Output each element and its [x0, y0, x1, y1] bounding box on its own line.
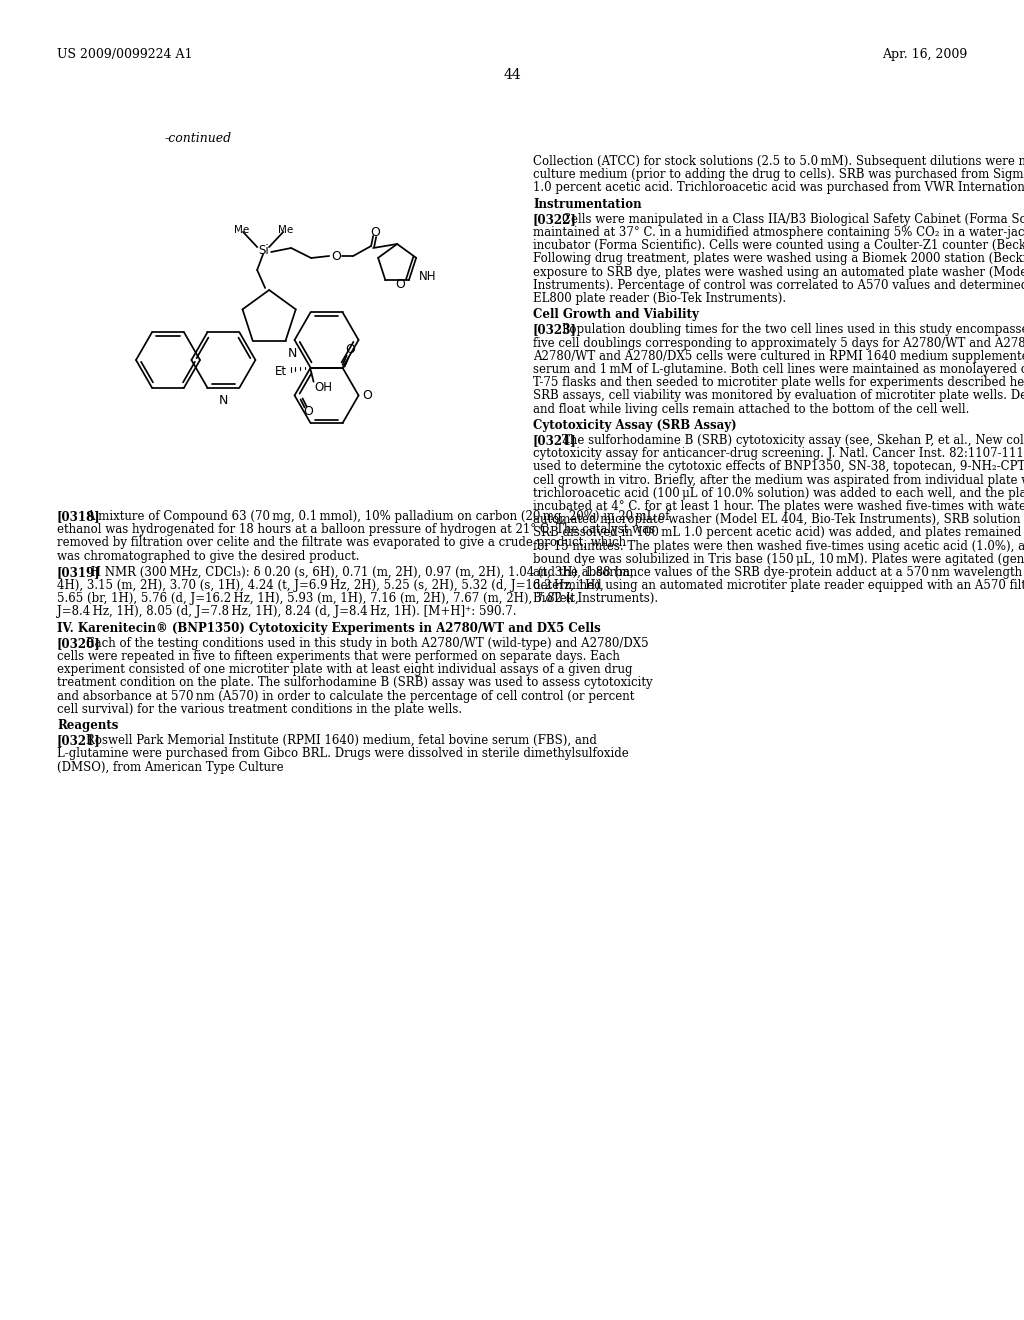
- Text: and the absorbance values of the SRB dye-protein adduct at a 570 nm wavelength (: and the absorbance values of the SRB dye…: [534, 566, 1024, 579]
- Text: Apr. 16, 2009: Apr. 16, 2009: [882, 48, 967, 61]
- Text: O: O: [362, 389, 373, 401]
- Text: A mixture of Compound 63 (70 mg, 0.1 mmol), 10% palladium on carbon (20 mg, 20%): A mixture of Compound 63 (70 mg, 0.1 mmo…: [86, 510, 670, 523]
- Text: L-glutamine were purchased from Gibco BRL. Drugs were dissolved in sterile dimet: L-glutamine were purchased from Gibco BR…: [57, 747, 629, 760]
- Text: incubator (Forma Scientific). Cells were counted using a Coulter-Z1 counter (Bec: incubator (Forma Scientific). Cells were…: [534, 239, 1024, 252]
- Text: The sulforhodamine B (SRB) cytotoxicity assay (see, Skehan P, et al., New colori: The sulforhodamine B (SRB) cytotoxicity …: [562, 434, 1024, 447]
- Text: OH: OH: [314, 381, 333, 395]
- Text: Collection (ATCC) for stock solutions (2.5 to 5.0 mM). Subsequent dilutions were: Collection (ATCC) for stock solutions (2…: [534, 154, 1024, 168]
- Text: NH: NH: [419, 269, 436, 282]
- Text: [0324]: [0324]: [534, 434, 577, 447]
- Text: Population doubling times for the two cell lines used in this study encompassed : Population doubling times for the two ce…: [562, 323, 1024, 337]
- Text: Following drug treatment, plates were washed using a Biomek 2000 station (Beckma: Following drug treatment, plates were wa…: [534, 252, 1024, 265]
- Text: five cell doublings corresponding to approximately 5 days for A2780/WT and A2780: five cell doublings corresponding to app…: [534, 337, 1024, 350]
- Text: 44: 44: [503, 69, 521, 82]
- Text: N: N: [219, 395, 228, 408]
- Text: 5.65 (br, 1H), 5.76 (d, J=16.2 Hz, 1H), 5.93 (m, 1H), 7.16 (m, 2H), 7.67 (m, 2H): 5.65 (br, 1H), 5.76 (d, J=16.2 Hz, 1H), …: [57, 593, 579, 605]
- Text: -continued: -continued: [165, 132, 232, 145]
- Text: cells were repeated in five to fifteen experiments that were performed on separa: cells were repeated in five to fifteen e…: [57, 649, 620, 663]
- Text: [0322]: [0322]: [534, 213, 577, 226]
- Text: Si: Si: [258, 243, 268, 256]
- Text: and float while living cells remain attached to the bottom of the cell well.: and float while living cells remain atta…: [534, 403, 970, 416]
- Text: cell growth in vitro. Briefly, after the medium was aspirated from individual pl: cell growth in vitro. Briefly, after the…: [534, 474, 1024, 487]
- Text: BioTek Instruments).: BioTek Instruments).: [534, 593, 658, 606]
- Text: [0323]: [0323]: [534, 323, 577, 337]
- Text: IV. Karenitecin® (BNP1350) Cytotoxicity Experiments in A2780/WT and DX5 Cells: IV. Karenitecin® (BNP1350) Cytotoxicity …: [57, 622, 601, 635]
- Text: exposure to SRB dye, plates were washed using an automated plate washer (Model E: exposure to SRB dye, plates were washed …: [534, 265, 1024, 279]
- Text: ¹H NMR (300 MHz, CDCl₃): δ 0.20 (s, 6H), 0.71 (m, 2H), 0.97 (m, 2H), 1.04 (t, 3H: ¹H NMR (300 MHz, CDCl₃): δ 0.20 (s, 6H),…: [86, 566, 634, 578]
- Text: O: O: [331, 249, 341, 263]
- Text: used to determine the cytotoxic effects of BNP1350, SN-38, topotecan, 9-NH₂-CPT,: used to determine the cytotoxic effects …: [534, 461, 1024, 474]
- Text: cell survival) for the various treatment conditions in the plate wells.: cell survival) for the various treatment…: [57, 702, 462, 715]
- Text: incubated at 4° C. for at least 1 hour. The plates were washed five-times with w: incubated at 4° C. for at least 1 hour. …: [534, 500, 1024, 513]
- Text: Me: Me: [278, 224, 293, 235]
- Text: N: N: [288, 347, 297, 360]
- Text: ethanol was hydrogenated for 18 hours at a balloon pressure of hydrogen at 21° C: ethanol was hydrogenated for 18 hours at…: [57, 523, 655, 536]
- Text: Reagents: Reagents: [57, 719, 119, 733]
- Text: treatment condition on the plate. The sulforhodamine B (SRB) assay was used to a: treatment condition on the plate. The su…: [57, 676, 652, 689]
- Text: Each of the testing conditions used in this study in both A2780/WT (wild-type) a: Each of the testing conditions used in t…: [86, 636, 649, 649]
- Text: 4H), 3.15 (m, 2H), 3.70 (s, 1H), 4.24 (t, J=6.9 Hz, 2H), 5.25 (s, 2H), 5.32 (d, : 4H), 3.15 (m, 2H), 3.70 (s, 1H), 4.24 (t…: [57, 579, 604, 591]
- Text: O: O: [304, 405, 313, 418]
- Text: Cell Growth and Viability: Cell Growth and Viability: [534, 308, 698, 321]
- Text: was chromatographed to give the desired product.: was chromatographed to give the desired …: [57, 549, 359, 562]
- Text: J=8.4 Hz, 1H), 8.05 (d, J=7.8 Hz, 1H), 8.24 (d, J=8.4 Hz, 1H). [M+H]⁺: 590.7.: J=8.4 Hz, 1H), 8.05 (d, J=7.8 Hz, 1H), 8…: [57, 606, 516, 618]
- Text: Roswell Park Memorial Institute (RPMI 1640) medium, fetal bovine serum (FBS), an: Roswell Park Memorial Institute (RPMI 16…: [86, 734, 597, 747]
- Text: trichloroacetic acid (100 μL of 10.0% solution) was added to each well, and the : trichloroacetic acid (100 μL of 10.0% so…: [534, 487, 1024, 500]
- Text: automated microplate washer (Model EL 404, Bio-Tek Instruments), SRB solution (1: automated microplate washer (Model EL 40…: [534, 513, 1024, 527]
- Text: US 2009/0099224 A1: US 2009/0099224 A1: [57, 48, 193, 61]
- Text: O: O: [371, 226, 380, 239]
- Text: [0321]: [0321]: [57, 734, 100, 747]
- Text: and absorbance at 570 nm (A570) in order to calculate the percentage of cell con: and absorbance at 570 nm (A570) in order…: [57, 689, 635, 702]
- Text: SRB dissolved in 100 mL 1.0 percent acetic acid) was added, and plates remained : SRB dissolved in 100 mL 1.0 percent acet…: [534, 527, 1024, 540]
- Text: O: O: [395, 277, 406, 290]
- Text: for 15 minutes. The plates were then washed five-times using acetic acid (1.0%),: for 15 minutes. The plates were then was…: [534, 540, 1024, 553]
- Text: experiment consisted of one microtiter plate with at least eight individual assa: experiment consisted of one microtiter p…: [57, 663, 633, 676]
- Text: cytotoxicity assay for anticancer-drug screening. J. Natl. Cancer Inst. 82:1107-: cytotoxicity assay for anticancer-drug s…: [534, 447, 1024, 461]
- Text: removed by filtration over celite and the filtrate was evaporated to give a crud: removed by filtration over celite and th…: [57, 536, 626, 549]
- Text: (DMSO), from American Type Culture: (DMSO), from American Type Culture: [57, 760, 284, 774]
- Text: Instrumentation: Instrumentation: [534, 198, 642, 211]
- Text: determined using an automated microtiter plate reader equipped with an A570 filt: determined using an automated microtiter…: [534, 579, 1024, 593]
- Text: bound dye was solubilized in Tris base (150 μL, 10 mM). Plates were agitated (ge: bound dye was solubilized in Tris base (…: [534, 553, 1024, 566]
- Text: serum and 1 mM of L-glutamine. Both cell lines were maintained as monolayered cu: serum and 1 mM of L-glutamine. Both cell…: [534, 363, 1024, 376]
- Text: [0320]: [0320]: [57, 636, 100, 649]
- Text: [0318]: [0318]: [57, 510, 100, 523]
- Text: Cytotoxicity Assay (SRB Assay): Cytotoxicity Assay (SRB Assay): [534, 418, 736, 432]
- Text: 1.0 percent acetic acid. Trichloroacetic acid was purchased from VWR Internation: 1.0 percent acetic acid. Trichloroacetic…: [534, 181, 1024, 194]
- Text: EL800 plate reader (Bio-Tek Instruments).: EL800 plate reader (Bio-Tek Instruments)…: [534, 292, 786, 305]
- Text: Cells were manipulated in a Class IIA/B3 Biological Safety Cabinet (Forma Scient: Cells were manipulated in a Class IIA/B3…: [562, 213, 1024, 226]
- Text: T-75 flasks and then seeded to microtiter plate wells for experiments described : T-75 flasks and then seeded to microtite…: [534, 376, 1024, 389]
- Text: [0319]: [0319]: [57, 566, 100, 578]
- Text: O: O: [346, 343, 355, 356]
- Text: maintained at 37° C. in a humidified atmosphere containing 5% CO₂ in a water-jac: maintained at 37° C. in a humidified atm…: [534, 226, 1024, 239]
- Text: Me: Me: [233, 224, 249, 235]
- Text: culture medium (prior to adding the drug to cells). SRB was purchased from Sigma: culture medium (prior to adding the drug…: [534, 168, 1024, 181]
- Text: A2780/WT and A2780/DX5 cells were cultured in RPMI 1640 medium supplemented with: A2780/WT and A2780/DX5 cells were cultur…: [534, 350, 1024, 363]
- Text: Et: Et: [274, 366, 287, 379]
- Text: SRB assays, cell viability was monitored by evaluation of microtiter plate wells: SRB assays, cell viability was monitored…: [534, 389, 1024, 403]
- Text: Instruments). Percentage of control was correlated to A570 values and determined: Instruments). Percentage of control was …: [534, 279, 1024, 292]
